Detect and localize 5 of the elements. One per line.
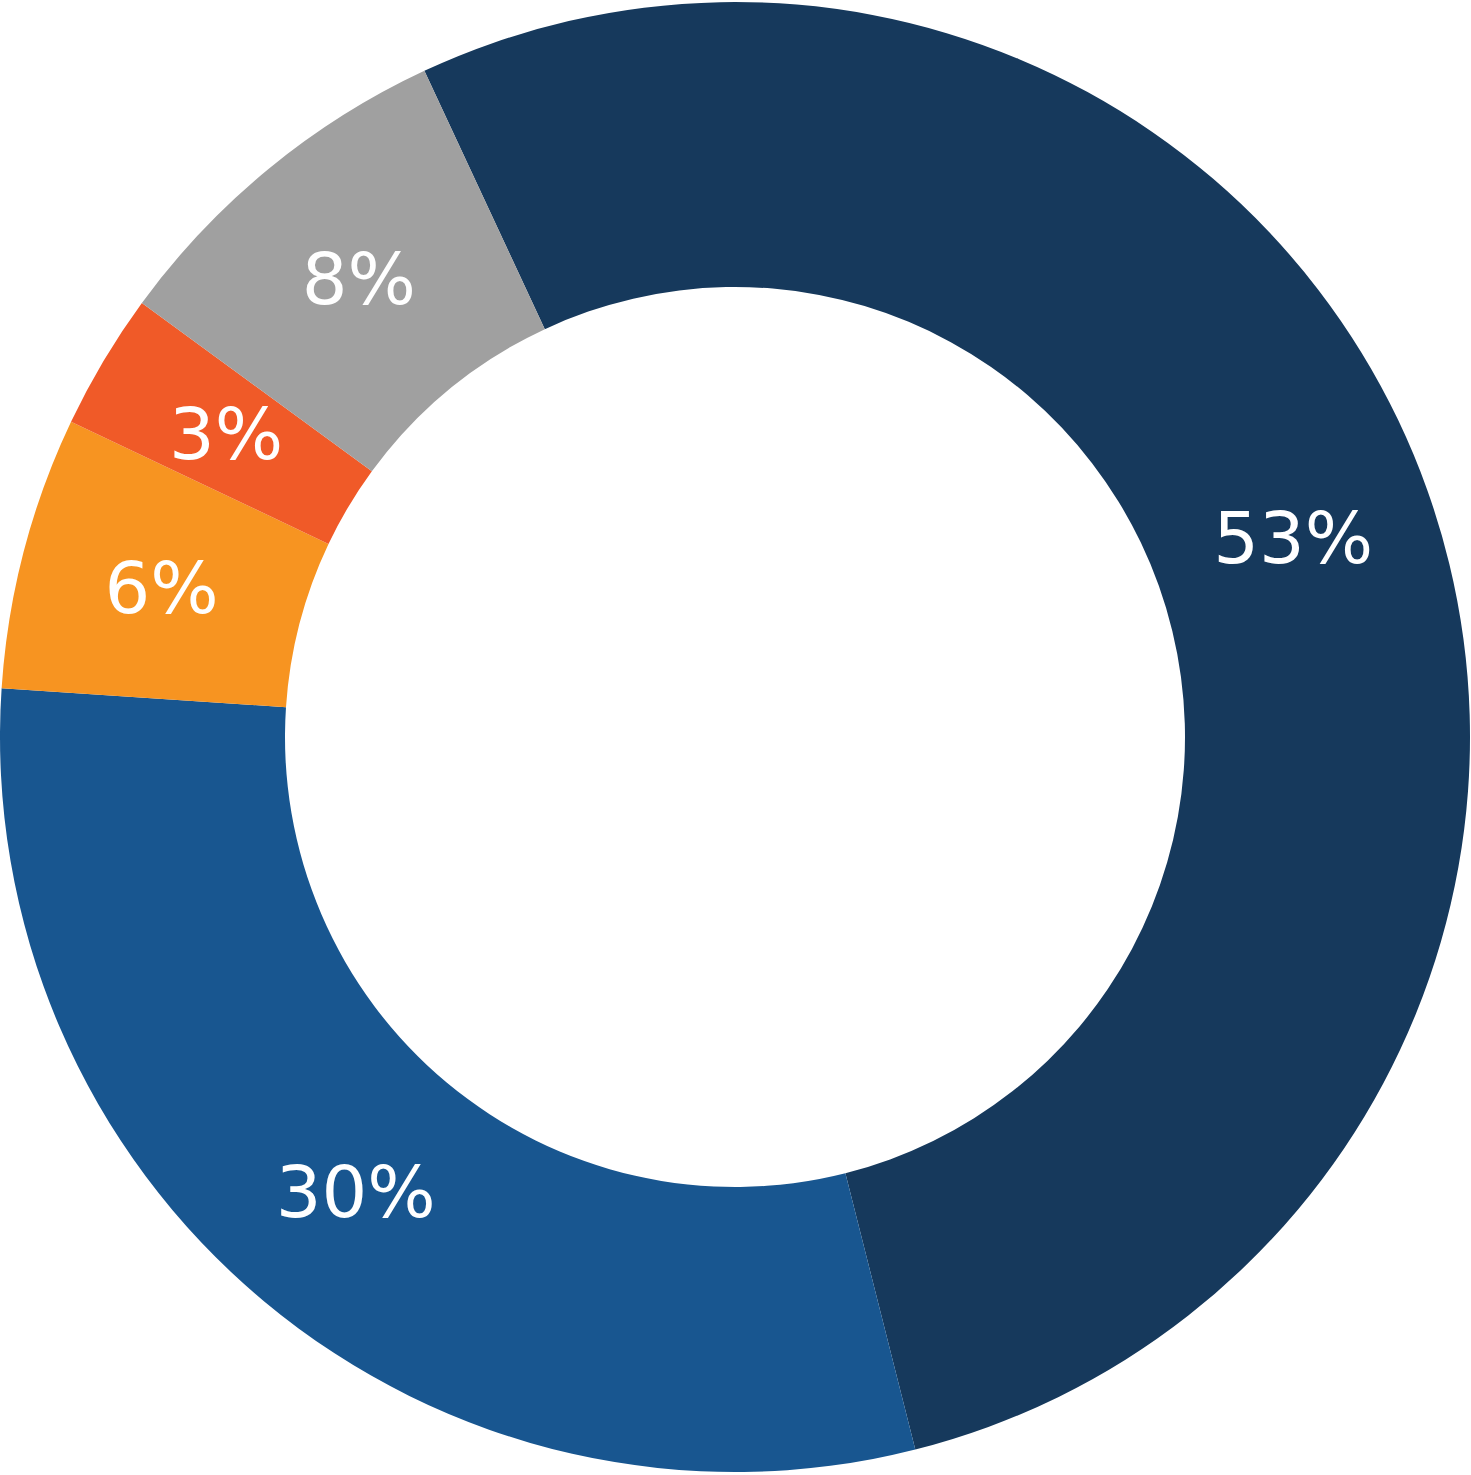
data-label: 53% bbox=[1213, 496, 1374, 581]
data-label: 3% bbox=[168, 391, 284, 476]
data-label: 8% bbox=[301, 237, 417, 322]
data-label: 30% bbox=[275, 1150, 436, 1235]
data-label: 6% bbox=[104, 545, 219, 630]
